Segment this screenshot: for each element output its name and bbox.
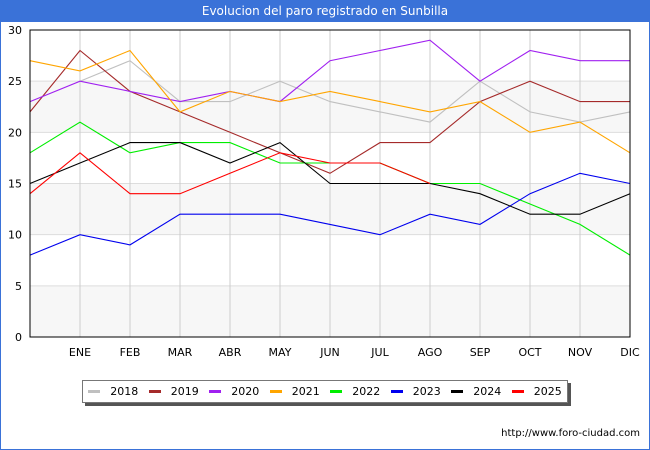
x-tick-label: JUL bbox=[370, 346, 389, 359]
legend-swatch bbox=[451, 390, 464, 393]
legend-label: 2020 bbox=[231, 385, 260, 398]
legend-swatch bbox=[269, 390, 282, 393]
y-tick-label: 15 bbox=[8, 178, 22, 191]
legend-item-2019: 2019 bbox=[148, 385, 199, 398]
legend-label: 2022 bbox=[352, 385, 381, 398]
series-line-2020 bbox=[29, 39, 630, 103]
x-tick-label: NOV bbox=[568, 346, 593, 359]
series-line-2023 bbox=[29, 172, 631, 256]
x-tick-label: MAY bbox=[269, 346, 292, 359]
legend-item-2025: 2025 bbox=[511, 385, 562, 398]
x-tick-label: AGO bbox=[418, 346, 443, 359]
legend-swatch bbox=[330, 390, 343, 393]
x-tick-label: JUN bbox=[319, 346, 340, 359]
y-tick-label: 20 bbox=[8, 126, 22, 139]
legend-swatch bbox=[390, 390, 403, 393]
legend-label: 2025 bbox=[533, 385, 562, 398]
legend-item-2021: 2021 bbox=[269, 385, 320, 398]
legend-swatch bbox=[148, 390, 161, 393]
legend-item-2024: 2024 bbox=[451, 385, 501, 398]
x-tick-label: ABR bbox=[219, 346, 242, 359]
x-tick-label: SEP bbox=[470, 346, 491, 359]
y-tick-label: 10 bbox=[8, 229, 22, 242]
legend-item-2022: 2022 bbox=[330, 385, 380, 398]
legend-swatch bbox=[511, 390, 524, 393]
y-tick-label: 0 bbox=[15, 331, 22, 344]
legend-item-2018: 2018 bbox=[88, 385, 138, 398]
legend: 2018 2019 2020 2021 2022 2023 2024 2025 bbox=[82, 380, 568, 403]
legend-swatch bbox=[88, 390, 101, 393]
legend-label: 2018 bbox=[110, 385, 139, 398]
chart-title: Evolucion del paro registrado en Sunbill… bbox=[0, 0, 650, 22]
legend-label: 2019 bbox=[170, 385, 199, 398]
y-tick-label: 25 bbox=[8, 75, 22, 88]
x-tick-label: OCT bbox=[518, 346, 541, 359]
x-tick-label: FEB bbox=[120, 346, 141, 359]
series-line-2024 bbox=[29, 141, 631, 215]
legend-swatch bbox=[209, 390, 222, 393]
series-line-2021 bbox=[29, 49, 631, 154]
series-line-2018 bbox=[79, 60, 631, 123]
legend-label: 2024 bbox=[473, 385, 502, 398]
plot-border bbox=[29, 29, 631, 338]
legend-item-2023: 2023 bbox=[390, 385, 441, 398]
x-tick-label: MAR bbox=[168, 346, 193, 359]
legend-label: 2023 bbox=[412, 385, 441, 398]
y-tick-label: 30 bbox=[8, 24, 22, 37]
x-tick-label: DIC bbox=[620, 346, 640, 359]
source-url: http://www.foro-ciudad.com bbox=[501, 428, 640, 439]
y-tick-label: 5 bbox=[15, 280, 22, 293]
legend-label: 2021 bbox=[291, 385, 320, 398]
legend-item-2020: 2020 bbox=[209, 385, 259, 398]
x-tick-label: ENE bbox=[69, 346, 91, 359]
series-line-2025 bbox=[29, 152, 431, 195]
